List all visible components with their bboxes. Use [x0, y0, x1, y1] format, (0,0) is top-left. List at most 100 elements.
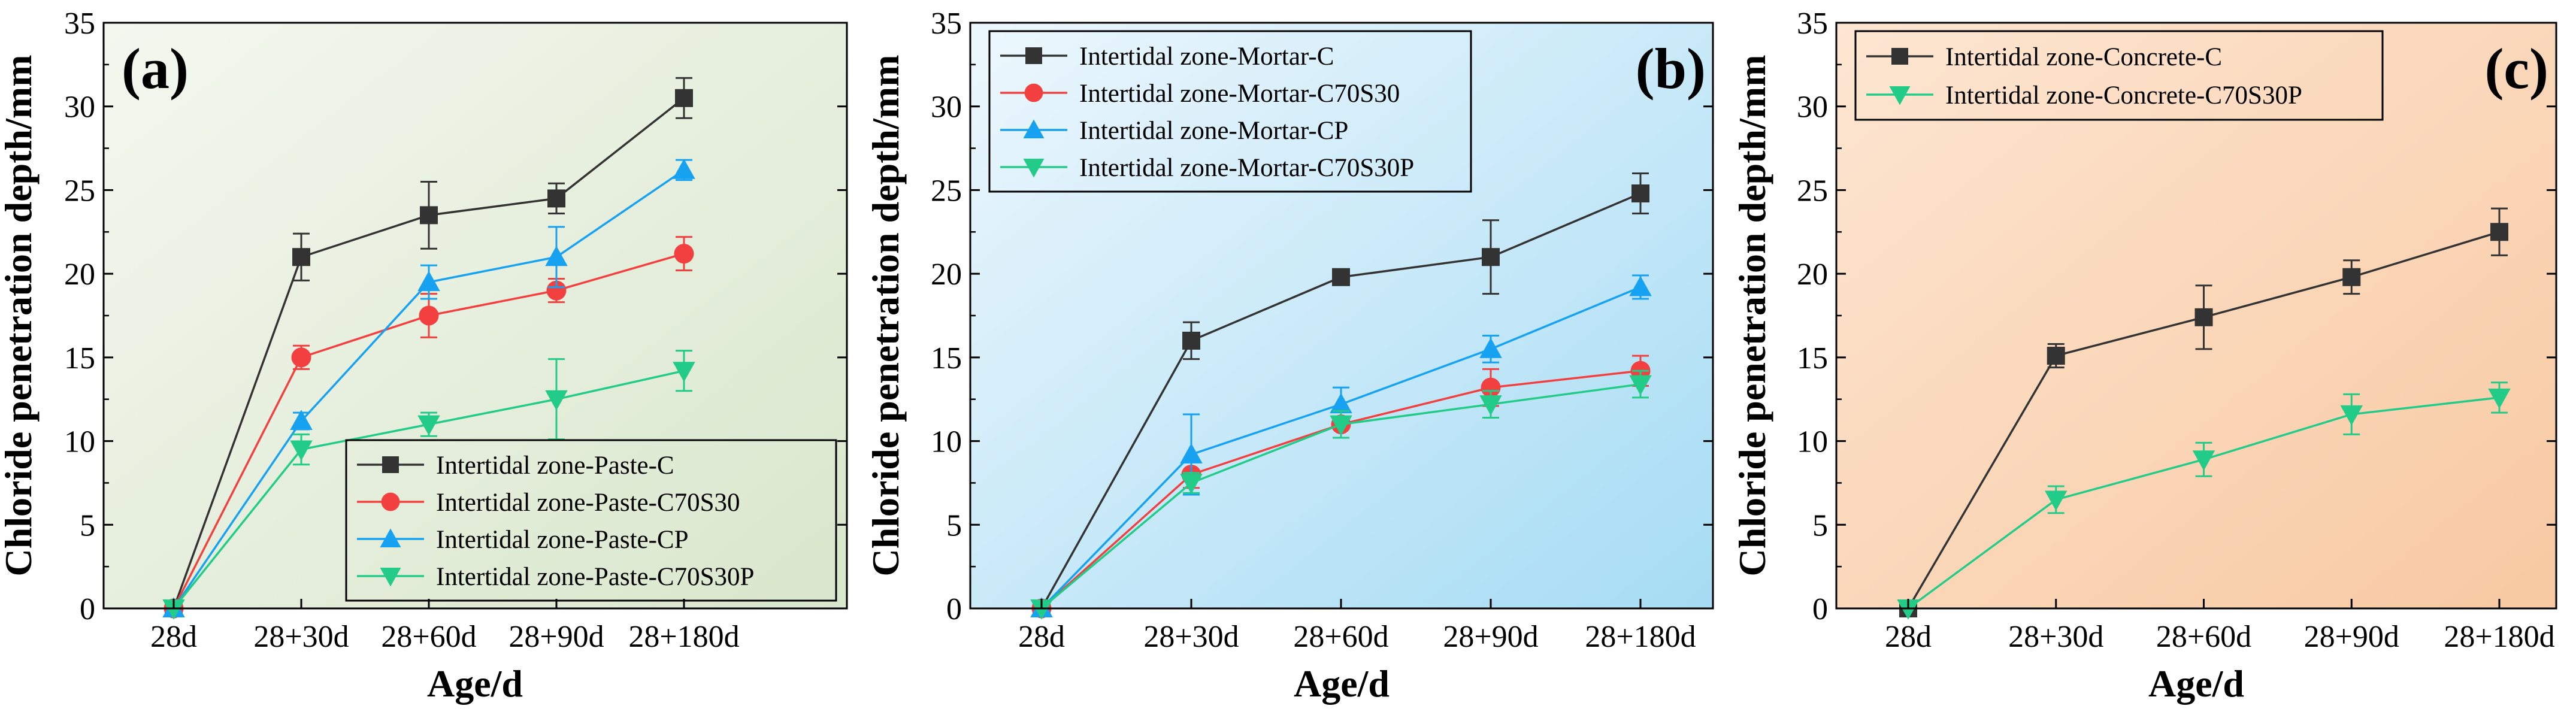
x-tick-label: 28d [1885, 620, 1932, 654]
data-point [420, 206, 438, 225]
x-tick-label: 28d [150, 620, 197, 654]
data-point [547, 189, 565, 208]
data-point [546, 280, 567, 301]
y-axis-title: Chloride penetration depth/mm [0, 54, 40, 576]
legend-label: Intertidal zone-Concrete-C [1945, 43, 2222, 71]
x-tick-label: 28+60d [1293, 620, 1388, 654]
chart-panel-b: (b) Age/d Chloride penetration depth/mm … [864, 7, 1714, 705]
y-tick-label: 15 [1797, 341, 1828, 375]
legend-marker [1024, 83, 1043, 102]
y-axis-title: Chloride penetration depth/mm [1731, 54, 1773, 576]
data-point [2340, 405, 2363, 426]
x-tick-label: 28+180d [1585, 620, 1696, 654]
x-tick-label: 28+90d [2304, 620, 2399, 654]
x-tick-label: 28d [1018, 620, 1065, 654]
legend-label: Intertidal zone-Paste-CP [436, 526, 689, 554]
data-point [675, 89, 693, 107]
x-tick-label: 28+30d [2008, 620, 2103, 654]
y-tick-label: 10 [64, 425, 95, 459]
data-point [1332, 268, 1350, 286]
plot-background [104, 23, 847, 608]
legend-label: Intertidal zone-Concrete-C70S30P [1945, 81, 2302, 110]
series [1030, 369, 1652, 620]
data-point [419, 305, 439, 326]
data-point [290, 440, 313, 461]
legend: Intertidal zone-Mortar-C Intertidal zone-… [988, 30, 1472, 193]
data-point [1330, 415, 1352, 436]
series [1897, 381, 2511, 620]
data-point [673, 159, 695, 179]
y-tick-label: 0 [1812, 592, 1828, 626]
x-tick-label: 28+180d [2444, 620, 2554, 654]
data-point [417, 271, 440, 292]
y-tick-label: 15 [64, 341, 95, 375]
legend-label: Intertidal zone-Paste-C70S30 [436, 489, 740, 517]
panel-label: (c) [2484, 37, 2548, 101]
x-tick-label: 28+90d [1443, 620, 1538, 654]
legend-box [988, 30, 1472, 193]
y-tick-label: 35 [1797, 7, 1828, 41]
y-axis-title: Chloride penetration depth/mm [864, 54, 907, 576]
series [162, 159, 695, 617]
chart-panel-c: (c) Age/d Chloride penetration depth/mm … [1731, 7, 2557, 705]
legend-label: Intertidal zone-Mortar-C70S30P [1079, 154, 1414, 182]
panel-label: (a) [122, 37, 189, 101]
y-tick-label: 25 [931, 174, 962, 208]
panel-label: (b) [1636, 37, 1706, 101]
data-point [2045, 490, 2068, 511]
legend-label: Intertidal zone-Mortar-CP [1079, 117, 1348, 145]
data-point [674, 244, 694, 264]
legend-box [345, 439, 837, 602]
x-tick-label: 28+60d [381, 620, 476, 654]
x-axis-title: Age/d [2148, 662, 2244, 705]
data-point [1482, 248, 1500, 266]
data-point [162, 599, 185, 620]
data-point [1629, 375, 1652, 396]
y-tick-label: 20 [64, 257, 95, 292]
legend-marker [1023, 119, 1045, 138]
legend-marker [1891, 48, 1908, 65]
y-tick-label: 35 [64, 7, 95, 41]
series [162, 350, 695, 620]
y-tick-label: 20 [931, 257, 962, 292]
y-tick-label: 15 [931, 341, 962, 375]
y-tick-label: 30 [64, 90, 95, 125]
x-tick-label: 28+180d [628, 620, 739, 654]
legend-marker [380, 528, 401, 547]
data-point [1030, 599, 1053, 620]
legend-marker [380, 568, 401, 587]
data-point [1180, 474, 1203, 495]
y-tick-label: 20 [1797, 257, 1828, 292]
legend: Intertidal zone-Paste-C Intertidal zone-P… [345, 439, 837, 602]
data-point [1897, 599, 1920, 620]
y-tick-label: 30 [931, 90, 962, 125]
data-point [291, 347, 311, 368]
y-tick-label: 25 [1797, 174, 1828, 208]
y-tick-label: 5 [80, 508, 95, 543]
chart-panel-a: (a) Age/d Chloride penetration depth/mm … [0, 7, 848, 705]
legend-marker [1025, 47, 1042, 64]
y-tick-label: 25 [64, 174, 95, 208]
data-point [1629, 275, 1652, 296]
y-tick-label: 30 [1797, 90, 1828, 125]
x-tick-label: 28+30d [253, 620, 349, 654]
y-tick-label: 5 [1812, 508, 1828, 543]
x-tick-label: 28+30d [1143, 620, 1239, 654]
data-point [417, 415, 440, 436]
data-point [1182, 331, 1200, 350]
x-axis-title: Age/d [1294, 662, 1390, 705]
y-tick-label: 0 [946, 592, 962, 626]
data-point [1479, 338, 1502, 358]
series [1899, 207, 2508, 617]
data-point [545, 390, 568, 411]
data-point [1631, 184, 1649, 203]
legend-label: Intertidal zone-Mortar-C70S30 [1079, 80, 1400, 108]
y-tick-label: 10 [931, 425, 962, 459]
x-axis-title: Age/d [427, 662, 523, 705]
y-tick-label: 35 [931, 7, 962, 41]
data-point [1330, 393, 1352, 414]
data-point [2342, 268, 2361, 286]
y-tick-label: 0 [80, 592, 95, 626]
legend: Intertidal zone-Concrete-C Intertidal zon… [1854, 30, 2384, 121]
